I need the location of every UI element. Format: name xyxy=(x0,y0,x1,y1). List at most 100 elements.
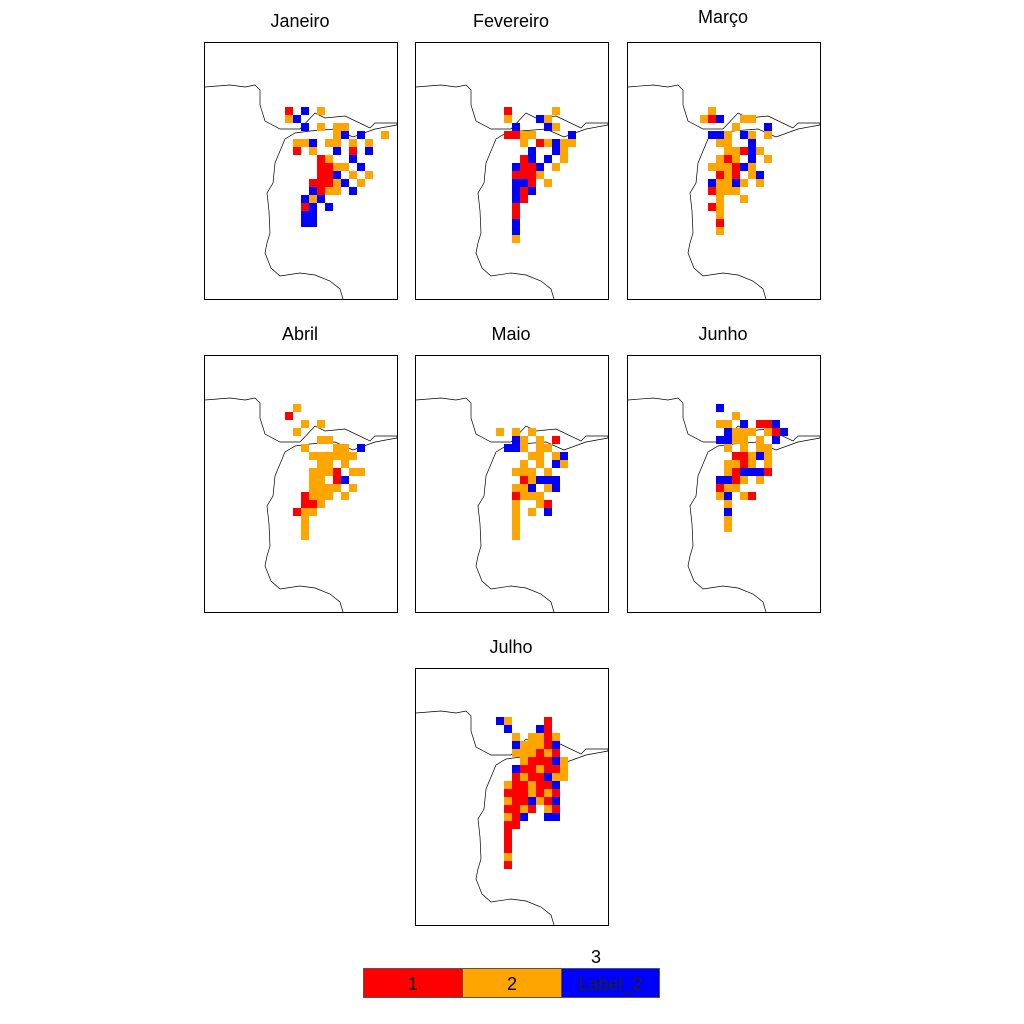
grid-cell-cat2 xyxy=(520,741,528,749)
grid-cell-cat2 xyxy=(512,524,520,532)
grid-cell-cat2 xyxy=(756,444,764,452)
grid-cell-cat1 xyxy=(504,789,512,797)
grid-cell-cat2 xyxy=(317,492,325,500)
grid-cell-cat2 xyxy=(536,797,544,805)
grid-cell-cat1 xyxy=(512,492,520,500)
grid-cell-cat1 xyxy=(716,219,724,227)
grid-cell-cat2 xyxy=(285,115,293,123)
grid-cell-cat2 xyxy=(748,163,756,171)
grid-cell-cat2 xyxy=(528,452,536,460)
grid-cell-cat3 xyxy=(536,115,544,123)
grid-cell-cat1 xyxy=(285,412,293,420)
grid-cell-cat2 xyxy=(520,773,528,781)
map-marco-svg xyxy=(628,84,820,299)
grid-cell-cat1 xyxy=(504,131,512,139)
grid-cell-cat1 xyxy=(732,171,740,179)
grid-cell-cat1 xyxy=(504,837,512,845)
grid-cell-cat1 xyxy=(724,155,732,163)
grid-cell-cat2 xyxy=(716,139,724,147)
grid-cell-cat2 xyxy=(732,147,740,155)
grid-cell-cat3 xyxy=(301,195,309,203)
grid-cell-cat2 xyxy=(317,436,325,444)
grid-cell-cat3 xyxy=(528,797,536,805)
grid-cell-cat1 xyxy=(520,765,528,773)
grid-cell-cat2 xyxy=(520,460,528,468)
grid-cell-cat2 xyxy=(560,773,568,781)
grid-cell-cat3 xyxy=(544,773,552,781)
map-abril xyxy=(204,355,398,613)
grid-cell-cat1 xyxy=(349,147,357,155)
grid-cell-cat3 xyxy=(724,428,732,436)
grid-cell-cat3 xyxy=(756,468,764,476)
grid-cell-cat1 xyxy=(708,115,716,123)
grid-cell-cat3 xyxy=(309,139,317,147)
grid-cell-cat3 xyxy=(512,163,520,171)
grid-cell-cat1 xyxy=(764,468,772,476)
grid-cell-cat2 xyxy=(536,171,544,179)
grid-cell-cat3 xyxy=(732,179,740,187)
grid-cell-cat1 xyxy=(520,187,528,195)
grid-cell-cat2 xyxy=(716,227,724,235)
grid-cell-cat3 xyxy=(528,147,536,155)
grid-cell-cat1 xyxy=(309,500,317,508)
grid-cell-cat3 xyxy=(716,476,724,484)
grid-cell-cat3 xyxy=(365,147,373,155)
map-junho-svg xyxy=(628,397,820,612)
panel-title-abril: Abril xyxy=(281,324,318,344)
grid-cell-cat3 xyxy=(341,179,349,187)
grid-cell-cat2 xyxy=(528,428,536,436)
map-fevereiro-svg xyxy=(416,84,608,299)
grid-cell-cat1 xyxy=(512,171,520,179)
grid-cell-cat3 xyxy=(756,452,764,460)
map-janeiro xyxy=(204,42,398,300)
grid-cell-cat2 xyxy=(325,436,333,444)
grid-cell-cat1 xyxy=(512,203,520,211)
grid-cell-cat2 xyxy=(740,492,748,500)
grid-cell-cat2 xyxy=(357,468,365,476)
grid-cell-cat2 xyxy=(293,428,301,436)
grid-cell-cat1 xyxy=(504,861,512,869)
grid-cell-cat3 xyxy=(301,123,309,131)
grid-cell-cat2 xyxy=(520,492,528,500)
grid-cell-cat2 xyxy=(528,741,536,749)
grid-cell-cat3 xyxy=(512,179,520,187)
grid-cell-cat2 xyxy=(740,436,748,444)
grid-cell-cat3 xyxy=(748,155,756,163)
grid-cell-cat2 xyxy=(724,468,732,476)
legend-item-2: 2 xyxy=(462,968,562,998)
grid-cell-cat2 xyxy=(724,524,732,532)
grid-cell-cat3 xyxy=(708,179,716,187)
grid-cell-cat2 xyxy=(520,484,528,492)
grid-cell-cat2 xyxy=(349,452,357,460)
legend-item-1: 1 xyxy=(363,968,463,998)
coastline xyxy=(205,397,397,612)
grid-cell-cat1 xyxy=(520,163,528,171)
grid-cell-cat1 xyxy=(544,781,552,789)
grid-cell-cat3 xyxy=(536,163,544,171)
grid-cell-cat2 xyxy=(560,460,568,468)
grid-cell-cat1 xyxy=(293,147,301,155)
grid-cell-cat2 xyxy=(552,163,560,171)
map-maio-svg xyxy=(416,397,608,612)
grid-cell-cat1 xyxy=(512,821,520,829)
grid-cell-cat2 xyxy=(732,460,740,468)
grid-cell-cat2 xyxy=(732,484,740,492)
grid-cell-cat1 xyxy=(285,107,293,115)
grid-cell-cat1 xyxy=(536,757,544,765)
grid-cell-cat2 xyxy=(764,444,772,452)
grid-cell-cat3 xyxy=(504,725,512,733)
grid-cell-cat3 xyxy=(341,476,349,484)
grid-cell-cat3 xyxy=(544,123,552,131)
grid-cell-cat2 xyxy=(740,476,748,484)
grid-cell-cat2 xyxy=(512,749,520,757)
grid-cell-cat2 xyxy=(740,179,748,187)
grid-cell-cat2 xyxy=(724,147,732,155)
grid-cell-cat2 xyxy=(748,452,756,460)
grid-cell-cat3 xyxy=(724,436,732,444)
grid-cell-cat3 xyxy=(504,444,512,452)
grid-cell-cat2 xyxy=(724,179,732,187)
grid-cell-cat2 xyxy=(520,757,528,765)
grid-cell-cat1 xyxy=(520,476,528,484)
grid-cell-cat3 xyxy=(568,131,576,139)
grid-cell-cat2 xyxy=(309,484,317,492)
